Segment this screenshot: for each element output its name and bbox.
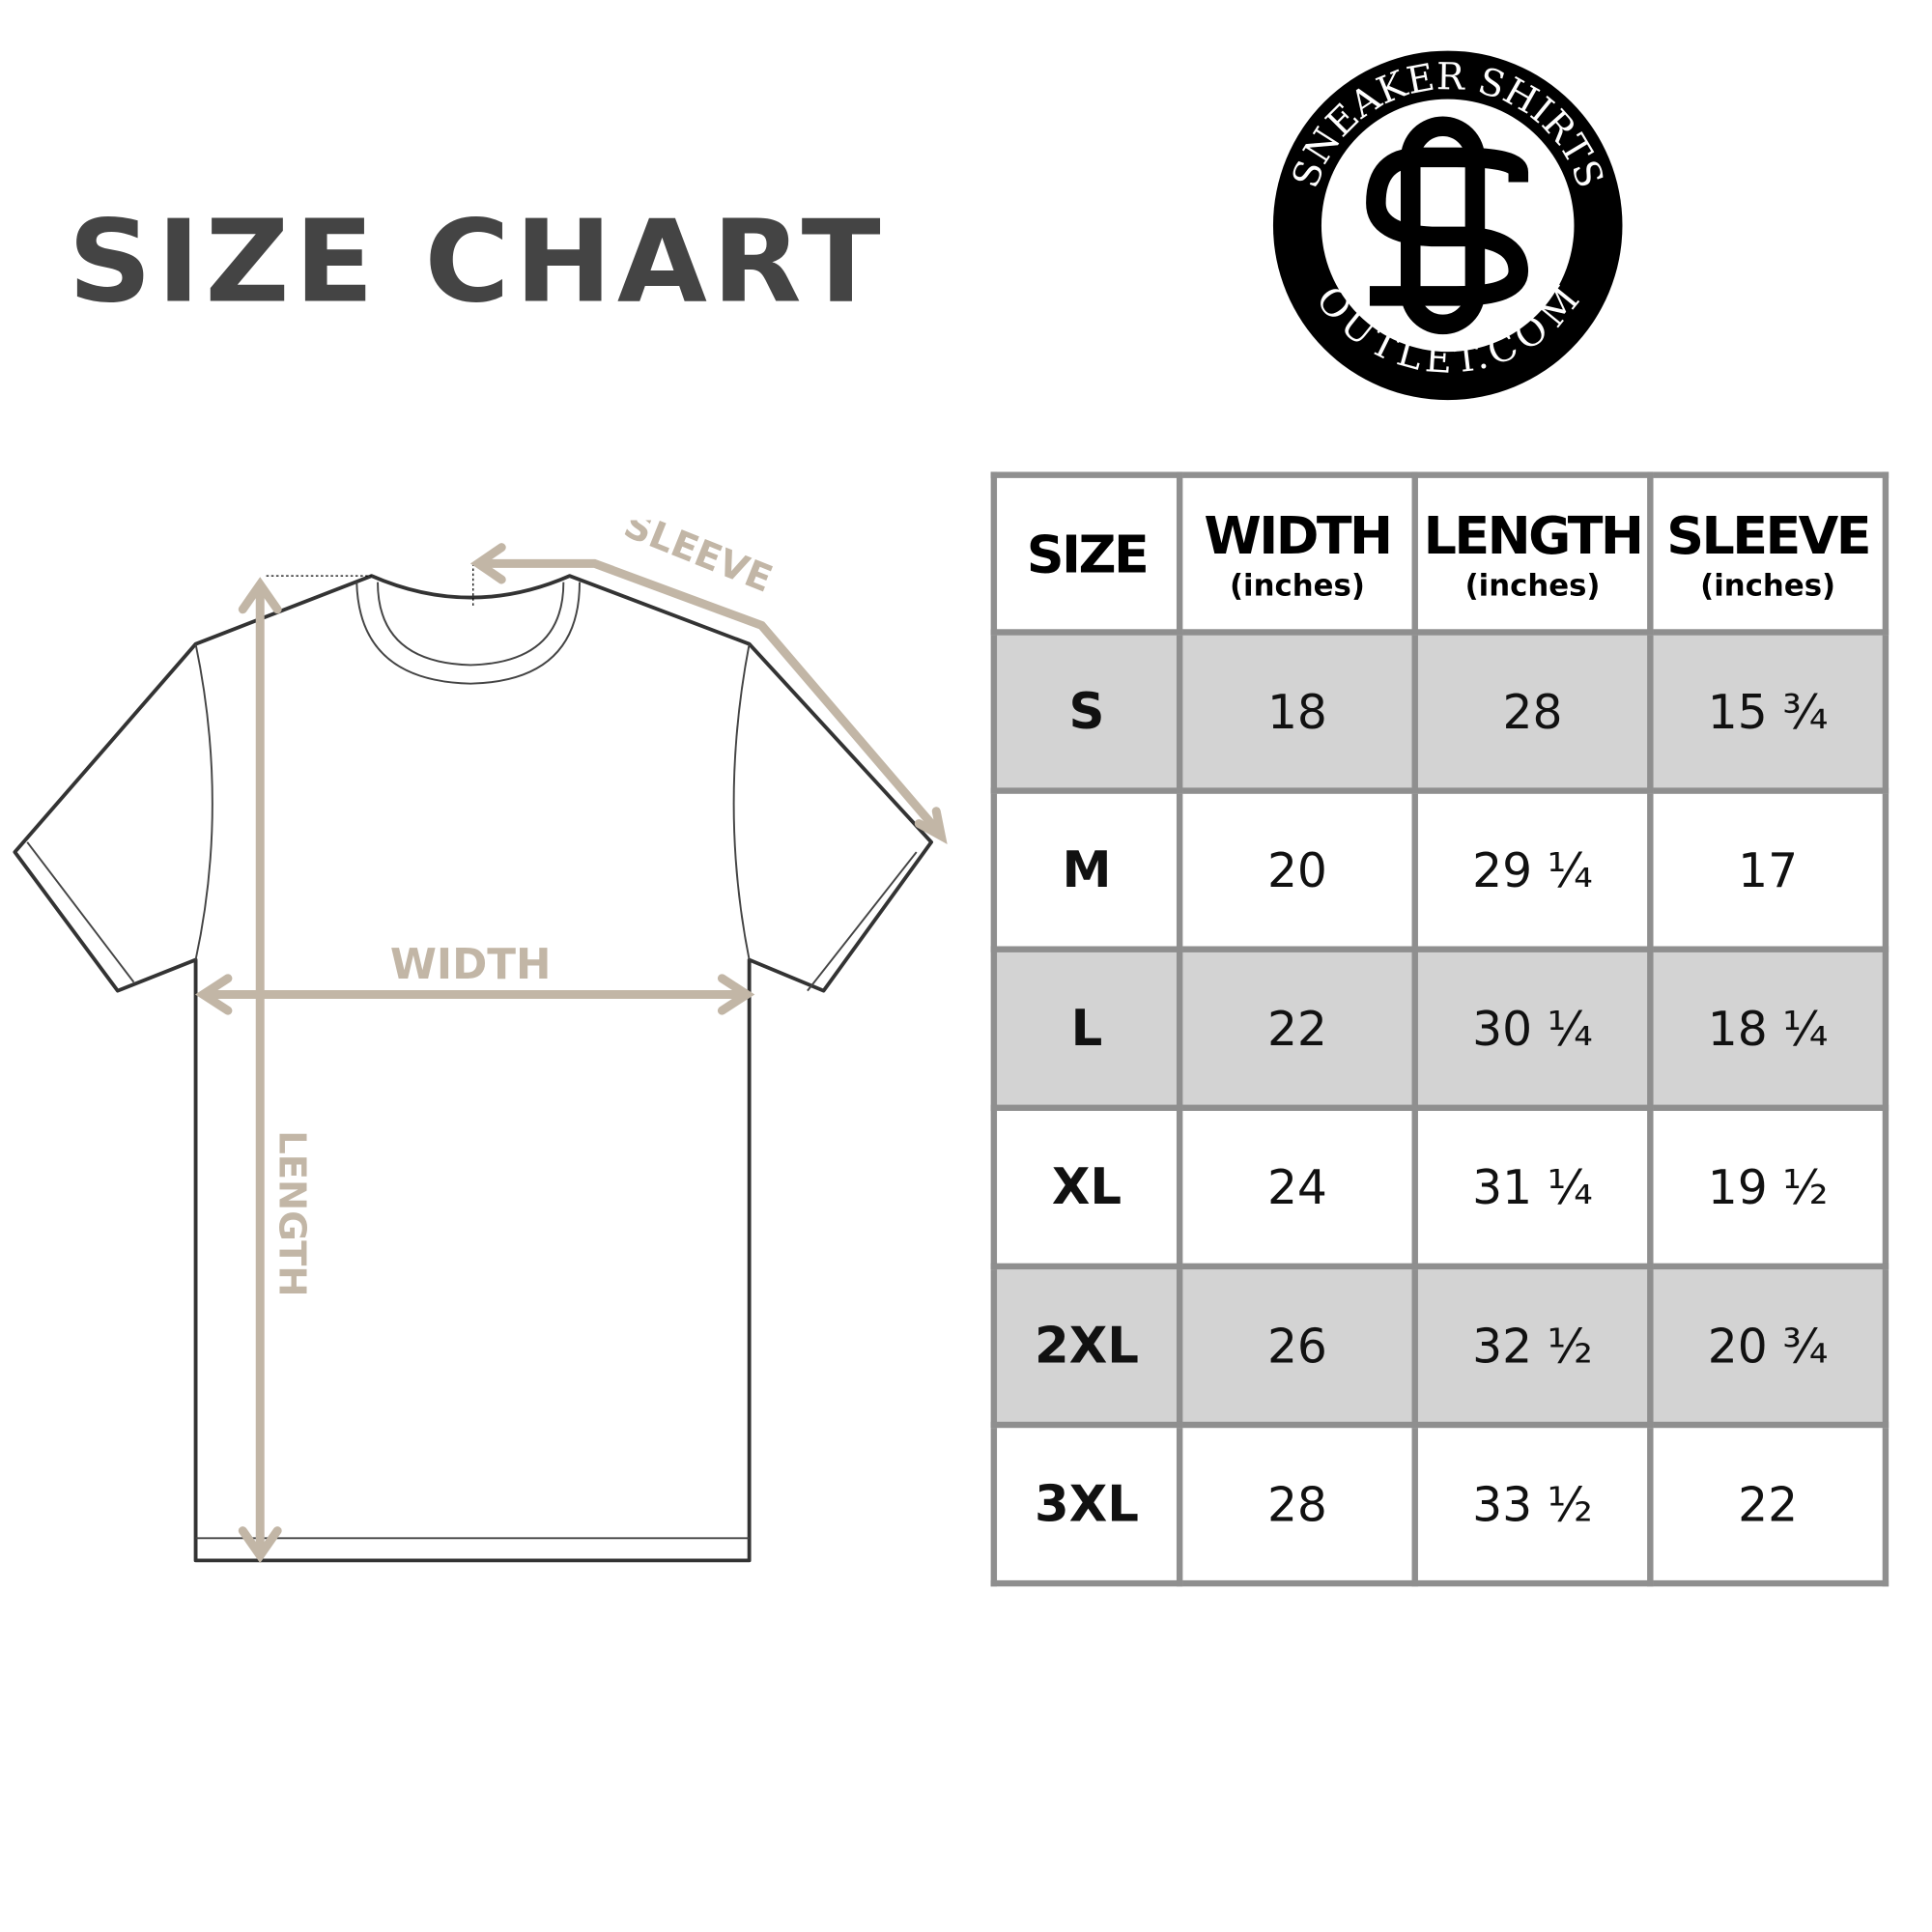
length-cell: 30 ¼: [1411, 946, 1654, 1111]
header-size: SIZE: [990, 471, 1183, 636]
sleeve-cell: 15 ¾: [1647, 629, 1889, 794]
size-cell: S: [990, 629, 1183, 794]
tshirt-diagram: WIDTH SLEEVE LENGTH: [13, 520, 948, 1564]
size-cell: XL: [990, 1104, 1183, 1270]
size-cell: 2XL: [990, 1263, 1183, 1429]
sleeve-cell: 22: [1647, 1421, 1889, 1587]
length-label: LENGTH: [270, 1130, 314, 1296]
sleeve-cell: 20 ¾: [1647, 1263, 1889, 1429]
header-sleeve: SLEEVE (inches): [1647, 471, 1889, 636]
table-header-row: SIZE WIDTH (inches) LENGTH (inches) SLEEVE…: [990, 471, 1889, 636]
size-chart-table: SIZE WIDTH (inches) LENGTH (inches) SLEEVE…: [990, 471, 1889, 1587]
sleeve-cell: 17: [1647, 787, 1889, 952]
header-width: WIDTH (inches): [1176, 471, 1418, 636]
length-cell: 31 ¼: [1411, 1104, 1654, 1270]
page-title: SIZE CHART: [68, 195, 886, 328]
sleeve-label: SLEEVE: [618, 520, 779, 601]
size-cell: M: [990, 787, 1183, 952]
width-cell: 26: [1176, 1263, 1418, 1429]
table-row: 3XL 28 33 ½ 22: [990, 1421, 1889, 1587]
size-cell: 3XL: [990, 1421, 1183, 1587]
width-label: WIDTH: [390, 941, 552, 989]
length-cell: 29 ¼: [1411, 787, 1654, 952]
header-length: LENGTH (inches): [1411, 471, 1654, 636]
sleeve-cell: 18 ¼: [1647, 946, 1889, 1111]
width-cell: 20: [1176, 787, 1418, 952]
length-cell: 32 ½: [1411, 1263, 1654, 1429]
table-row: M 20 29 ¼ 17: [990, 787, 1889, 952]
width-cell: 24: [1176, 1104, 1418, 1270]
table-row: L 22 30 ¼ 18 ¼: [990, 946, 1889, 1111]
size-cell: L: [990, 946, 1183, 1111]
table-row: 2XL 26 32 ½ 20 ¾: [990, 1263, 1889, 1429]
width-cell: 18: [1176, 629, 1418, 794]
table-row: S 18 28 15 ¾: [990, 629, 1889, 794]
table-row: XL 24 31 ¼ 19 ½: [990, 1104, 1889, 1270]
width-cell: 28: [1176, 1421, 1418, 1587]
sleeve-cell: 19 ½: [1647, 1104, 1889, 1270]
length-cell: 28: [1411, 629, 1654, 794]
length-cell: 33 ½: [1411, 1421, 1654, 1587]
sneaker-shirts-outlet-logo: SNEAKER SHIRTS OUTLET.COM: [1272, 50, 1623, 401]
width-cell: 22: [1176, 946, 1418, 1111]
measurement-arrows: [195, 543, 948, 1564]
